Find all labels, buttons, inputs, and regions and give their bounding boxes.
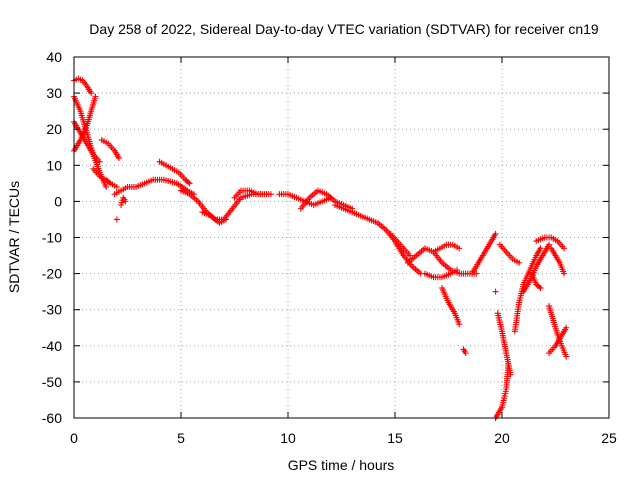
data-point <box>186 180 193 187</box>
axis-ticks: 0 5 10 15 20 25 -60 -50 -40 -30 -20 -10 0 10 20 30 40 <box>42 49 617 446</box>
y-tick-label: 40 <box>46 49 62 65</box>
x-tick-label: 0 <box>70 430 78 446</box>
data-point <box>88 90 95 97</box>
data-point <box>406 252 413 259</box>
data-point <box>492 230 499 237</box>
x-axis-label: GPS time / hours <box>288 457 395 473</box>
chart-title: Day 258 of 2022, Sidereal Day-to-day VTE… <box>89 21 599 37</box>
data-point <box>122 198 129 205</box>
y-axis-label: SDTVAR / TECUs <box>6 181 22 293</box>
data-point <box>456 245 463 252</box>
data-points <box>71 75 570 421</box>
x-tick-label: 20 <box>494 430 510 446</box>
data-point <box>92 93 99 100</box>
x-tick-label: 10 <box>280 430 296 446</box>
grid-lines <box>74 57 609 418</box>
data-point <box>456 321 463 328</box>
data-point <box>546 241 553 248</box>
data-point <box>507 371 514 378</box>
data-point <box>113 216 120 223</box>
x-tick-label: 25 <box>601 430 617 446</box>
data-point <box>561 245 568 252</box>
data-point <box>561 270 568 277</box>
data-point <box>536 283 543 290</box>
data-point <box>516 259 523 266</box>
data-point <box>263 191 270 198</box>
data-point <box>115 155 122 162</box>
x-tick-label: 5 <box>177 430 185 446</box>
data-point <box>96 158 103 165</box>
data-point <box>563 353 570 360</box>
data-point <box>454 266 461 273</box>
y-tick-label: -20 <box>42 266 62 282</box>
y-tick-label: -40 <box>42 338 62 354</box>
data-point <box>103 183 110 190</box>
data-point <box>113 183 120 190</box>
y-tick-label: 20 <box>46 121 62 137</box>
y-tick-label: 10 <box>46 157 62 173</box>
data-point <box>462 350 469 357</box>
data-point <box>537 245 544 252</box>
y-tick-label: -50 <box>42 374 62 390</box>
y-tick-label: 0 <box>54 193 62 209</box>
y-tick-label: -10 <box>42 230 62 246</box>
data-point <box>537 285 544 292</box>
data-point <box>185 179 192 186</box>
y-tick-label: 30 <box>46 85 62 101</box>
y-tick-label: -30 <box>42 302 62 318</box>
data-point <box>222 216 229 223</box>
data-point <box>563 324 570 331</box>
x-tick-label: 15 <box>387 430 403 446</box>
data-point <box>492 288 499 295</box>
data-point <box>105 179 112 186</box>
y-tick-label: -60 <box>42 410 62 426</box>
